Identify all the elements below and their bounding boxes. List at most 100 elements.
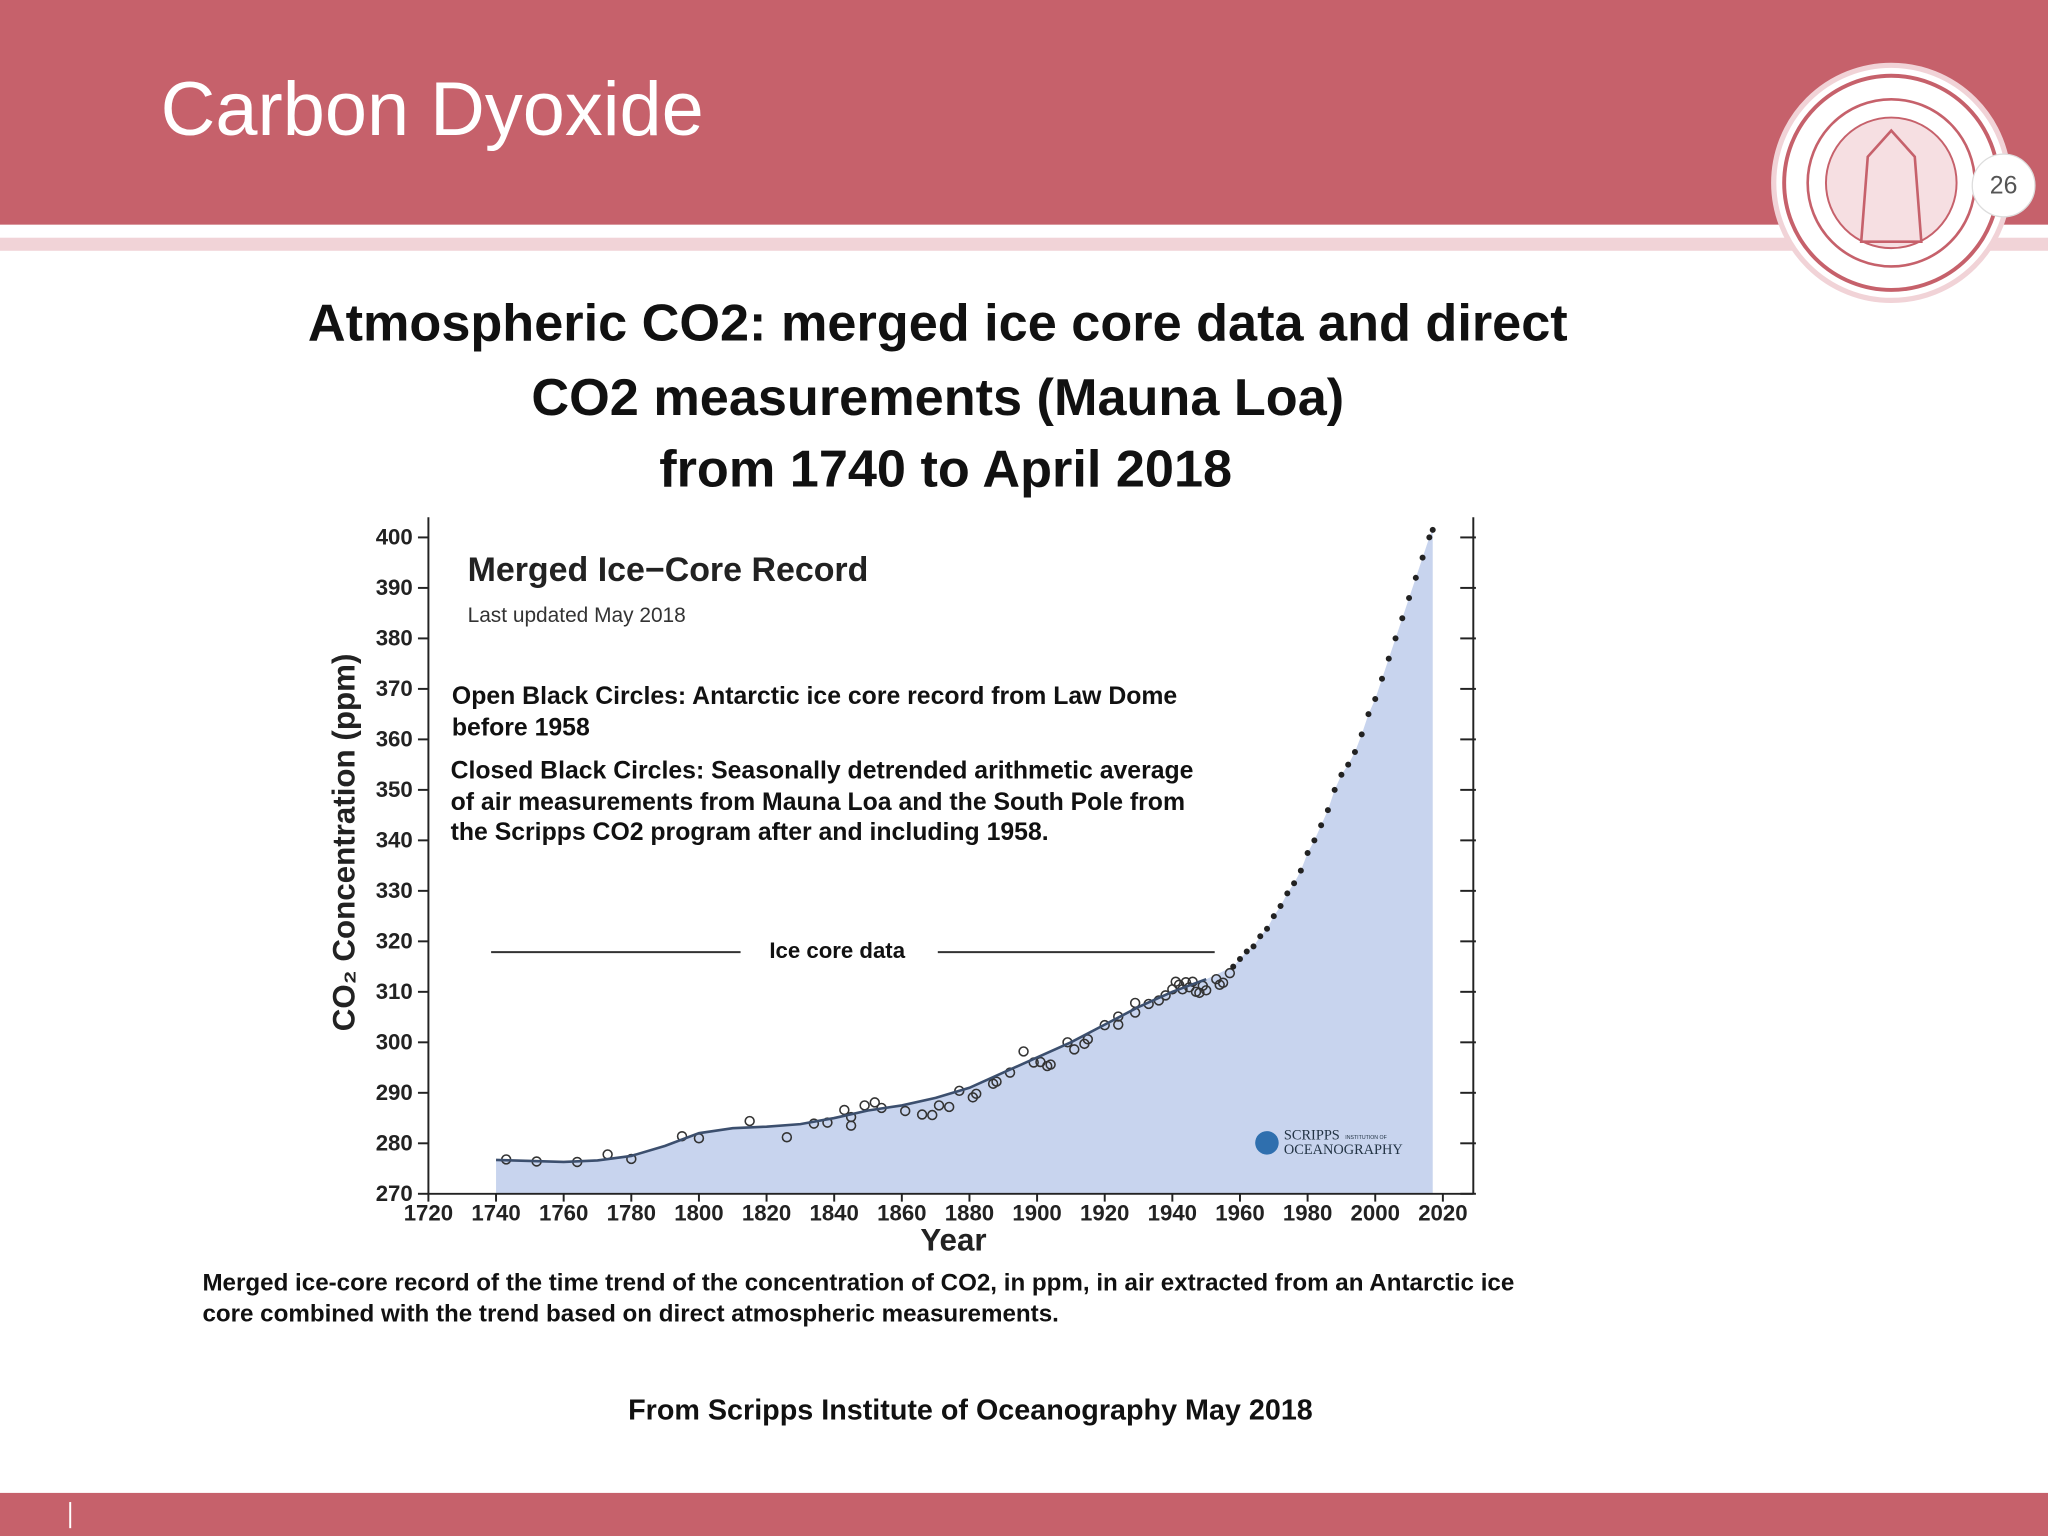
x-tick-label: 1740 — [471, 1201, 520, 1226]
y-tick-label: 350 — [376, 777, 413, 802]
y-tick-label: 360 — [376, 727, 413, 752]
closed-point — [1297, 867, 1304, 874]
open-point — [991, 1076, 1002, 1087]
caption-line: core combined with the trend based on di… — [202, 1301, 1058, 1328]
x-tick-label: 1800 — [674, 1201, 723, 1226]
open-point — [1113, 1019, 1124, 1030]
x-tick-label: 1900 — [1012, 1201, 1061, 1226]
closed-point — [1379, 675, 1386, 682]
open-point — [1200, 985, 1212, 996]
span-label: Ice core data — [769, 938, 905, 963]
closed-point — [1365, 711, 1372, 718]
closed-point — [1338, 771, 1345, 778]
closed-point — [1264, 925, 1271, 932]
open-point — [744, 1115, 755, 1127]
open-point — [970, 1088, 982, 1100]
open-point — [1045, 1059, 1056, 1070]
x-tick-label: 1940 — [1148, 1201, 1197, 1226]
logo-name: SCRIPPS — [1284, 1128, 1340, 1144]
open-point — [899, 1105, 911, 1117]
closed-point — [1311, 837, 1318, 844]
closed-point — [1277, 902, 1284, 910]
open-point — [967, 1092, 979, 1103]
open-point — [927, 1109, 938, 1121]
x-tick-label: 1980 — [1283, 1201, 1332, 1226]
annotation: the Scripps CO2 program after and includ… — [451, 819, 1049, 846]
closed-point — [1385, 655, 1392, 662]
closed-point — [1429, 526, 1436, 533]
open-point — [1217, 977, 1229, 988]
y-tick-label: 380 — [376, 626, 413, 651]
open-point — [859, 1100, 870, 1111]
header-band — [0, 0, 2048, 225]
closed-point — [1372, 695, 1379, 702]
footer-mark — [69, 1502, 72, 1529]
x-tick-label: 1920 — [1080, 1201, 1129, 1226]
closed-point — [1331, 786, 1338, 793]
annotation: Open Black Circles: Antarctic ice core r… — [452, 683, 1177, 710]
open-point — [845, 1111, 857, 1123]
closed-point — [1345, 761, 1352, 768]
closed-point — [1426, 534, 1433, 541]
y-tick-label: 400 — [376, 525, 413, 550]
closed-point — [1284, 890, 1291, 897]
y-tick-label: 300 — [376, 1029, 413, 1054]
open-point — [916, 1109, 928, 1120]
slide-title: Carbon Dyoxide — [161, 67, 704, 152]
closed-point — [1270, 913, 1277, 920]
x-tick-label: 2000 — [1351, 1201, 1400, 1226]
open-point — [1160, 990, 1171, 1001]
open-point — [933, 1100, 945, 1111]
y-tick-label: 370 — [376, 676, 413, 701]
closed-point — [1236, 956, 1243, 963]
caption-line: Merged ice-core record of the time trend… — [202, 1269, 1514, 1296]
open-point — [1170, 976, 1181, 987]
x-tick-label: 2020 — [1418, 1201, 1467, 1226]
closed-point — [1257, 933, 1264, 940]
header-stripe — [0, 237, 2048, 251]
logo: SCRIPPS INSTITUTION OF OCEANOGRAPHY — [1255, 1128, 1403, 1158]
open-point — [1069, 1044, 1080, 1055]
x-tick-label: 1860 — [877, 1201, 926, 1226]
closed-point — [1358, 731, 1365, 738]
source: From Scripps Institute of Oceanography M… — [628, 1395, 1313, 1427]
closed-point — [1412, 574, 1419, 581]
x-tick-label: 1960 — [1215, 1201, 1264, 1226]
annotation: of air measurements from Mauna Loa and t… — [451, 789, 1185, 816]
y-tick-label: 290 — [376, 1080, 413, 1105]
open-point — [781, 1132, 793, 1143]
closed-point — [1243, 948, 1250, 955]
closed-point — [1250, 943, 1257, 950]
closed-point — [1351, 749, 1358, 756]
closed-point — [1324, 807, 1331, 814]
open-point — [839, 1104, 850, 1116]
page-badge — [1971, 153, 2036, 218]
open-point — [1018, 1046, 1029, 1057]
trend-line — [496, 977, 1207, 1164]
closed-point — [1399, 615, 1406, 622]
open-point — [626, 1153, 637, 1165]
y-tick-label: 310 — [376, 979, 413, 1004]
y-tick-label: 280 — [376, 1130, 413, 1155]
annotation: before 1958 — [452, 714, 590, 741]
y-tick-label: 340 — [376, 828, 413, 853]
footer-band — [0, 1492, 2048, 1536]
x-tick-label: 1760 — [539, 1201, 588, 1226]
chart-subtitle: Last updated May 2018 — [468, 604, 686, 627]
chart: Merged Ice−Core Record Last updated May … — [326, 517, 1476, 1257]
x-tick-label: 1780 — [607, 1201, 656, 1226]
open-point — [1224, 967, 1236, 979]
heading-line: Atmospheric CO2: merged ice core data an… — [308, 294, 1568, 352]
annotation: Closed Black Circles: Seasonally detrend… — [451, 757, 1194, 784]
x-tick-label: 1840 — [810, 1201, 859, 1226]
x-axis-label: Year — [920, 1222, 986, 1257]
heading-line: from 1740 to April 2018 — [659, 441, 1232, 499]
closed-point — [1318, 822, 1325, 829]
closed-point — [1304, 849, 1311, 856]
y-tick-label: 270 — [376, 1181, 413, 1206]
closed-point — [1392, 635, 1399, 642]
closed-point — [1419, 554, 1426, 561]
open-point — [869, 1097, 880, 1108]
